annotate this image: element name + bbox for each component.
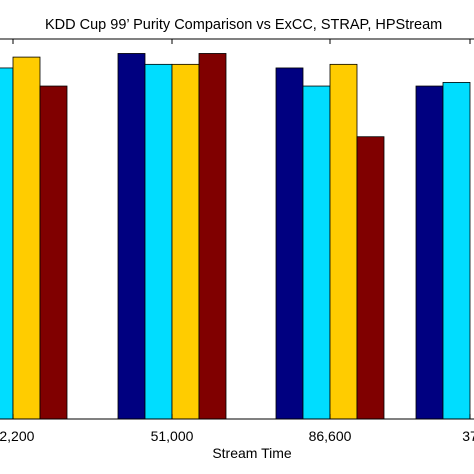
bar-51000-s4 — [198, 53, 227, 420]
x-tick-label: 37 — [462, 428, 474, 444]
bar-86600-s2 — [302, 85, 331, 420]
bar-51000-s3 — [171, 63, 200, 420]
bar-86600-s1 — [275, 67, 304, 420]
bar-37-s1 — [415, 85, 444, 420]
x-axis-label: Stream Time — [212, 445, 292, 461]
bar-51000-s2 — [144, 63, 173, 420]
bar-22200-s3 — [12, 56, 41, 420]
bar-51000-s1 — [117, 53, 146, 420]
axes-box — [0, 38, 474, 420]
x-tick-label: 51,000 — [151, 428, 194, 444]
bar-86600-s4 — [356, 136, 385, 420]
bar-22200-s2 — [0, 67, 14, 420]
bar-86600-s3 — [329, 63, 358, 420]
bars-group — [0, 53, 471, 420]
chart-title: KDD Cup 99’ Purity Comparison vs ExCC, S… — [45, 17, 442, 33]
x-tick-label: 22,200 — [0, 428, 35, 444]
x-tick-label: 86,600 — [309, 428, 352, 444]
bar-22200-s4 — [39, 85, 68, 420]
tick-labels-group: 22,200 51,000 86,600 37 — [0, 428, 474, 444]
axes-group — [0, 38, 474, 420]
bar-37-s2 — [442, 82, 471, 420]
